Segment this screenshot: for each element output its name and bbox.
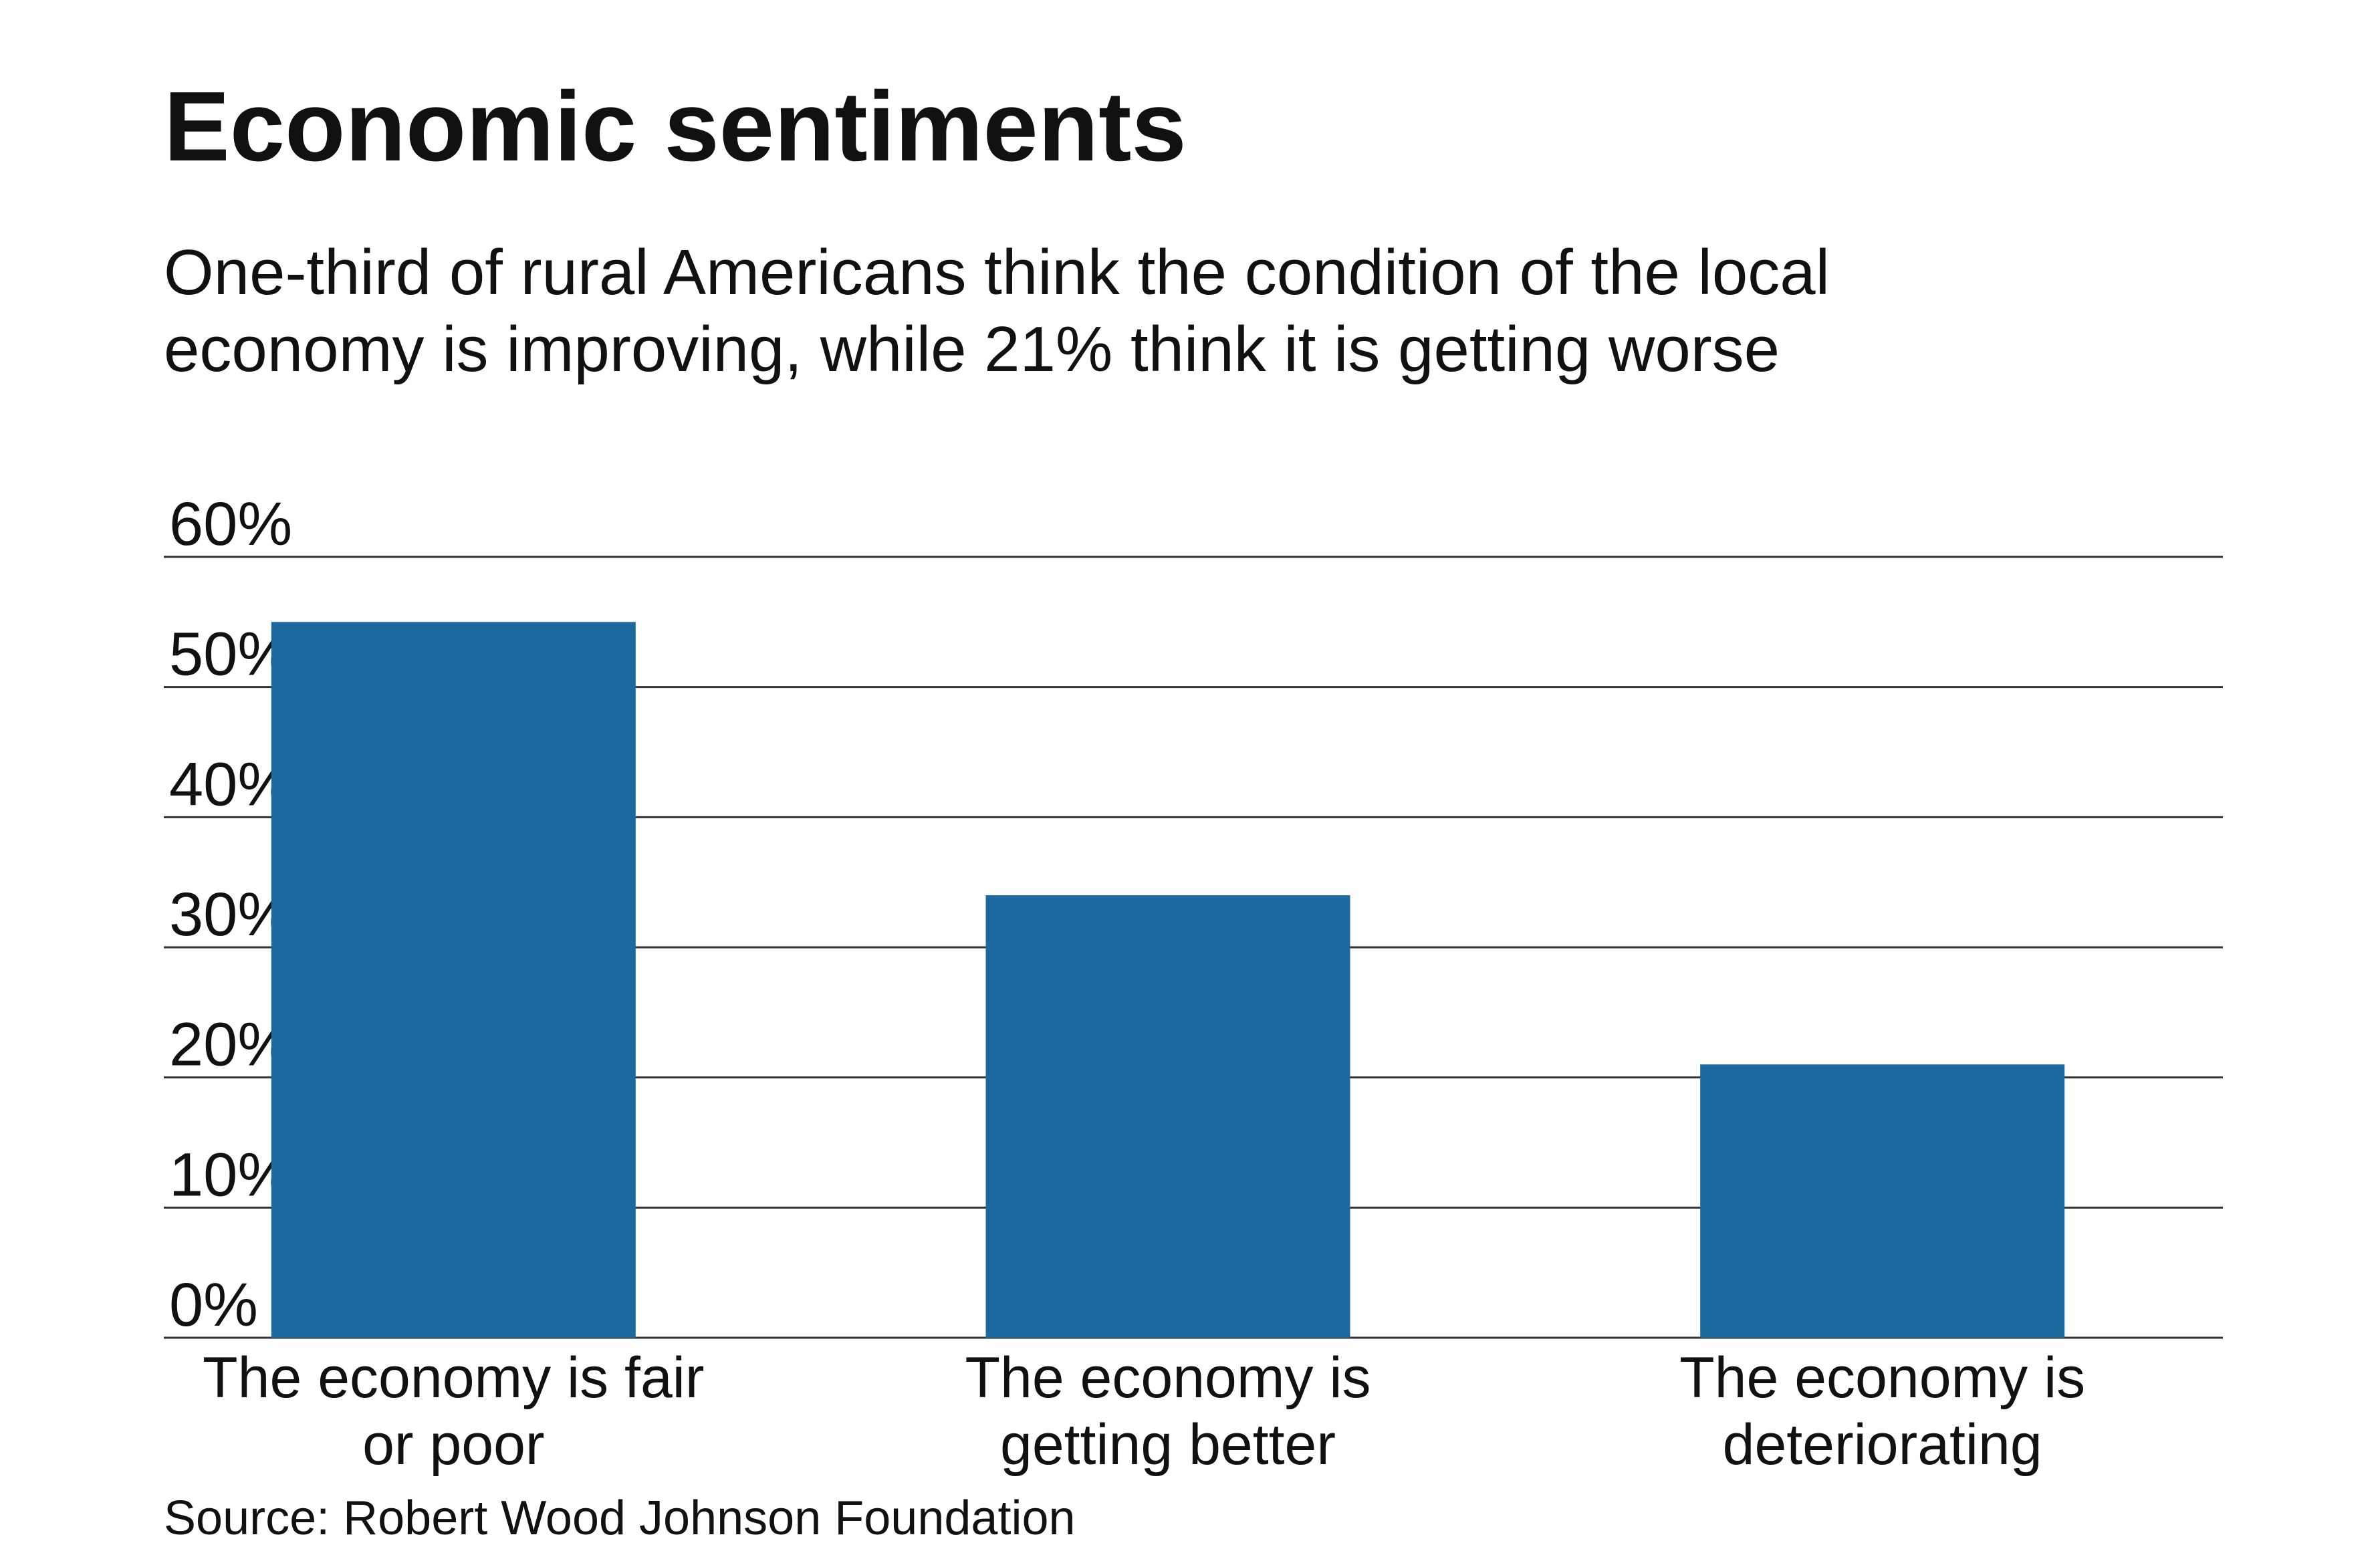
x-category-label: getting better [1000, 1413, 1336, 1477]
chart-subtitle-line-1: One-third of rural Americans think the c… [164, 237, 1830, 308]
x-category-label: The economy is [965, 1346, 1371, 1410]
bar-1 [985, 895, 1350, 1338]
chart-subtitle-line-2: economy is improving, while 21% think it… [164, 314, 1780, 385]
x-category-label: The economy is [1679, 1346, 2085, 1410]
bar-2 [1700, 1064, 2065, 1338]
y-tick-label: 0% [169, 1271, 258, 1339]
x-category-label: deteriorating [1723, 1413, 2042, 1477]
chart-title: Economic sentiments [164, 72, 1187, 182]
bars [271, 622, 2065, 1338]
x-category-label: The economy is fair [203, 1346, 704, 1410]
y-tick-label: 60% [169, 490, 292, 558]
x-category-label: or poor [362, 1413, 545, 1477]
bar-0 [271, 622, 636, 1338]
source-note: Source: Robert Wood Johnson Foundation [164, 1492, 1076, 1545]
